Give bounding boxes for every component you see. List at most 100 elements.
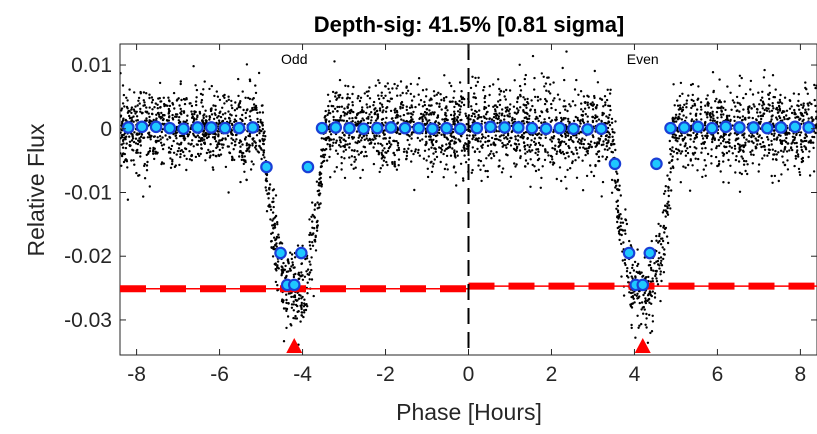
- raw-data-point: [303, 311, 306, 314]
- raw-data-point: [367, 117, 370, 120]
- raw-data-point: [709, 119, 712, 122]
- raw-data-point: [274, 243, 277, 247]
- raw-data-point: [419, 99, 423, 102]
- raw-data-point: [625, 274, 629, 278]
- raw-data-point: [734, 158, 738, 162]
- raw-data-point: [246, 108, 249, 111]
- raw-data-point: [552, 135, 556, 138]
- even-transit-marker: [634, 338, 651, 353]
- y-tick-label: 0.01: [71, 54, 112, 77]
- raw-data-point: [659, 262, 662, 265]
- raw-data-point: [408, 135, 411, 138]
- raw-data-point: [775, 153, 778, 156]
- raw-data-point: [204, 131, 207, 135]
- raw-data-point: [629, 305, 633, 308]
- raw-data-point: [616, 178, 620, 182]
- raw-data-point: [218, 98, 222, 102]
- raw-data-point: [704, 174, 707, 177]
- raw-data-point: [715, 110, 719, 114]
- raw-data-point: [647, 292, 651, 295]
- raw-data-point: [164, 104, 167, 107]
- raw-data-point: [365, 137, 368, 140]
- raw-data-point: [339, 141, 342, 144]
- raw-data-point: [290, 324, 293, 327]
- raw-data-point: [294, 314, 297, 318]
- raw-data-point: [544, 82, 548, 85]
- raw-data-point: [300, 274, 303, 277]
- raw-data-point: [370, 119, 373, 122]
- raw-data-point: [797, 99, 800, 103]
- raw-data-point: [585, 174, 589, 178]
- raw-data-point: [352, 85, 355, 89]
- raw-data-point: [783, 163, 786, 167]
- raw-data-point: [292, 309, 295, 312]
- raw-data-point: [798, 134, 802, 137]
- raw-data-point: [445, 95, 448, 99]
- raw-data-point: [484, 169, 487, 173]
- raw-data-point: [273, 236, 276, 239]
- raw-data-point: [249, 118, 252, 122]
- raw-data-point: [234, 101, 237, 104]
- raw-data-point: [514, 135, 517, 138]
- raw-data-point: [195, 88, 199, 92]
- raw-data-point: [618, 188, 621, 192]
- raw-data-point: [120, 107, 124, 110]
- raw-data-point: [348, 117, 351, 120]
- raw-data-point: [194, 100, 198, 103]
- raw-data-point: [382, 159, 386, 162]
- raw-data-point: [245, 149, 248, 153]
- raw-data-point: [667, 200, 670, 203]
- raw-data-point: [539, 143, 542, 147]
- raw-data-point: [597, 159, 600, 163]
- raw-data-point: [138, 102, 141, 105]
- raw-data-point: [486, 140, 490, 143]
- raw-data-point: [692, 140, 695, 143]
- raw-data-point: [241, 90, 244, 93]
- raw-data-point: [320, 162, 323, 165]
- raw-data-point: [380, 103, 384, 106]
- raw-data-point: [320, 183, 324, 186]
- raw-data-point: [452, 96, 455, 100]
- raw-data-point: [256, 120, 260, 124]
- raw-data-point: [311, 220, 314, 223]
- raw-data-point: [575, 148, 578, 152]
- raw-data-point: [664, 215, 667, 218]
- raw-data-point: [381, 155, 384, 159]
- raw-data-point: [637, 262, 640, 266]
- raw-data-point: [402, 119, 405, 122]
- raw-data-point: [593, 69, 596, 73]
- raw-data-point: [805, 139, 808, 143]
- raw-data-point: [292, 303, 295, 306]
- raw-data-point: [248, 78, 252, 81]
- raw-data-point: [417, 103, 421, 106]
- raw-data-point: [503, 95, 506, 98]
- raw-data-point: [733, 101, 736, 104]
- raw-data-point: [357, 136, 360, 139]
- raw-data-point: [262, 131, 265, 135]
- raw-data-point: [158, 81, 162, 85]
- raw-data-point: [235, 107, 239, 110]
- raw-data-point: [212, 104, 215, 107]
- binned-point: [636, 278, 650, 292]
- raw-data-point: [258, 139, 261, 142]
- raw-data-point: [739, 103, 742, 107]
- raw-data-point: [239, 180, 242, 184]
- raw-data-point: [125, 96, 128, 100]
- raw-data-point: [167, 107, 171, 111]
- raw-data-point: [308, 218, 311, 221]
- raw-data-point: [759, 142, 762, 146]
- raw-data-point: [459, 111, 462, 114]
- raw-data-point: [322, 156, 326, 159]
- raw-data-point: [722, 154, 725, 157]
- binned-point: [149, 120, 163, 134]
- raw-data-point: [717, 160, 721, 163]
- raw-data-point: [485, 157, 488, 160]
- raw-data-point: [268, 203, 271, 206]
- raw-data-point: [610, 150, 613, 154]
- raw-data-point: [490, 157, 493, 160]
- raw-data-point: [391, 87, 394, 90]
- raw-data-point: [594, 145, 597, 148]
- raw-data-point: [558, 166, 562, 169]
- raw-data-point: [308, 244, 312, 247]
- raw-data-point: [357, 112, 360, 115]
